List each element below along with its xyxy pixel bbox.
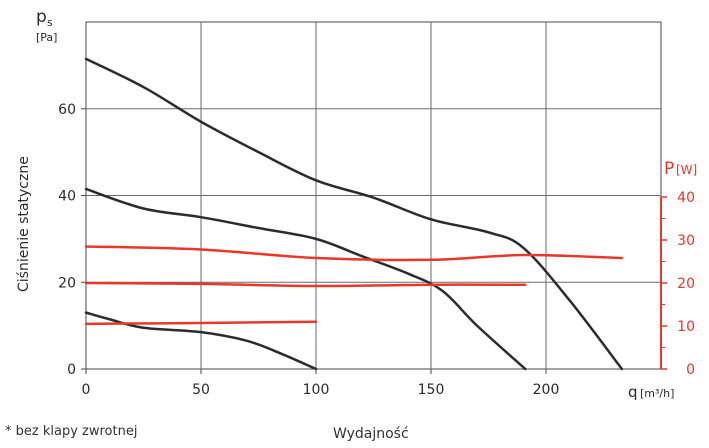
right-axis-ticks: 0 10 20 30 40	[660, 190, 695, 378]
left-tick-label: 20	[58, 275, 76, 291]
x-tick-label: 100	[303, 382, 330, 398]
left-axis-symbol: p	[36, 7, 47, 27]
left-tick-label: 40	[58, 189, 76, 205]
left-tick-label: 60	[58, 102, 76, 118]
right-tick-label: 20	[677, 276, 695, 292]
x-tick-label: 150	[418, 382, 445, 398]
footnote: * bez klapy zwrotnej	[5, 424, 138, 439]
chart-series	[84, 57, 624, 371]
x-axis-symbol: q	[628, 383, 638, 401]
left-tick-label: 0	[67, 362, 76, 378]
right-tick-label: 0	[686, 362, 695, 378]
x-axis-unit: [m³/h]	[640, 387, 674, 400]
left-axis-subscript: s	[47, 16, 53, 29]
pressure-curve-2	[84, 187, 527, 371]
right-tick-label: 10	[677, 319, 695, 335]
right-tick-label: 30	[677, 233, 695, 249]
x-axis-ticks: 0 50 100 150 200	[82, 369, 560, 398]
right-axis-unit: [W]	[676, 163, 697, 177]
right-axis-symbol: P	[664, 159, 674, 179]
pressure-curve-3	[84, 311, 318, 371]
power-curve-5	[84, 281, 527, 288]
right-tick-label: 40	[677, 190, 695, 206]
x-tick-label: 50	[192, 382, 210, 398]
left-axis-ticks: 0 20 40 60	[58, 102, 86, 378]
x-axis-title: Wydajność	[333, 426, 409, 442]
power-curve-4	[84, 245, 624, 262]
power-curve-6	[84, 320, 318, 326]
x-tick-label: 200	[533, 382, 560, 398]
left-axis-title: Ciśnienie statyczne	[16, 156, 32, 292]
left-axis-unit: [Pa]	[36, 31, 57, 44]
x-tick-label: 0	[82, 382, 91, 398]
pressure-curve-1	[84, 57, 624, 371]
chart-grid	[85, 21, 662, 370]
